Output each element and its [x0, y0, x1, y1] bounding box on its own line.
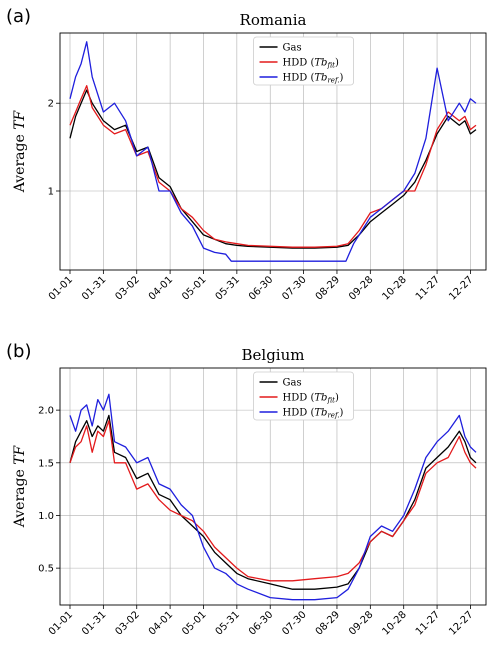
x-tick-label: 08-29	[314, 274, 342, 302]
x-tick-label: 08-29	[314, 609, 342, 637]
y-tick-label: 2	[48, 99, 54, 110]
x-tick-label: 10-28	[380, 274, 408, 302]
legend: Gas HDD (Tbfit) HDD (Tbref.)	[253, 36, 354, 86]
x-tick-label: 04-01	[147, 609, 175, 637]
series-line-hdd-tbref	[69, 41, 477, 262]
plot-frame	[59, 32, 487, 271]
x-tick-label: 01-01	[47, 274, 75, 302]
y-tick-label: 2.0	[38, 406, 54, 417]
legend-label: HDD (Tbfit)	[283, 58, 339, 70]
x-tick-label: 03-02	[114, 609, 142, 637]
chart-panel-2: (b) Belgium 0.5 1.0 1.5 2.0 01-01 01-31 03-02 04-…	[6, 341, 487, 638]
legend-label: HDD (Tbref.)	[283, 408, 344, 420]
x-tick-label: 05-01	[180, 609, 208, 637]
x-tick-label: 12-27	[447, 274, 475, 302]
y-tick-label: 1	[48, 187, 54, 198]
y-axis-label: Average TF	[12, 444, 28, 528]
y-tick-label: 1.5	[38, 458, 54, 469]
x-tick-label: 05-31	[214, 274, 242, 302]
legend-label: HDD (Tbfit)	[283, 393, 339, 405]
legend-box	[253, 371, 354, 421]
x-tick-label: 05-31	[214, 609, 242, 637]
chart-panel-1: (a) Romania 1 2 01-01 01-31 03-02 04-01 05-01 05-…	[6, 6, 487, 303]
x-tick-label: 11-27	[414, 274, 442, 302]
series-line-hdd-tbfit	[69, 85, 477, 248]
legend: Gas HDD (Tbfit) HDD (Tbref.)	[253, 371, 354, 421]
y-tick-label: 0.5	[38, 564, 54, 575]
x-tick-label: 01-31	[80, 274, 108, 302]
legend-label: Gas	[283, 378, 302, 389]
x-tick-label: 07-30	[280, 274, 308, 302]
x-tick-label: 12-27	[447, 609, 475, 637]
x-tick-label: 07-30	[280, 609, 308, 637]
x-tick-label: 11-27	[414, 609, 442, 637]
series-line-hdd-tbref	[69, 393, 477, 601]
x-tick-label: 03-02	[114, 274, 142, 302]
plot-frame	[59, 367, 487, 606]
legend-label: HDD (Tbref.)	[283, 73, 344, 85]
series-line-hdd-tbfit	[69, 420, 477, 582]
x-tick-label: 05-01	[180, 274, 208, 302]
series-line-gas	[69, 414, 477, 590]
x-tick-label: 06-30	[247, 609, 275, 637]
y-axis-label: Average TF	[12, 109, 28, 193]
panel-letter: (b)	[6, 341, 31, 362]
x-tick-label: 09-28	[347, 609, 375, 637]
x-tick-label: 04-01	[147, 274, 175, 302]
panel-letter: (a)	[6, 6, 31, 27]
x-tick-label: 01-31	[80, 609, 108, 637]
x-tick-label: 09-28	[347, 274, 375, 302]
y-tick-label: 1.0	[38, 511, 54, 522]
x-tick-label: 06-30	[247, 274, 275, 302]
legend-box	[253, 36, 354, 86]
x-tick-label: 01-01	[47, 609, 75, 637]
chart-title: Romania	[240, 11, 307, 29]
chart-title: Belgium	[242, 346, 305, 364]
x-tick-label: 10-28	[380, 609, 408, 637]
series-line-gas	[69, 89, 477, 249]
legend-label: Gas	[283, 43, 302, 54]
